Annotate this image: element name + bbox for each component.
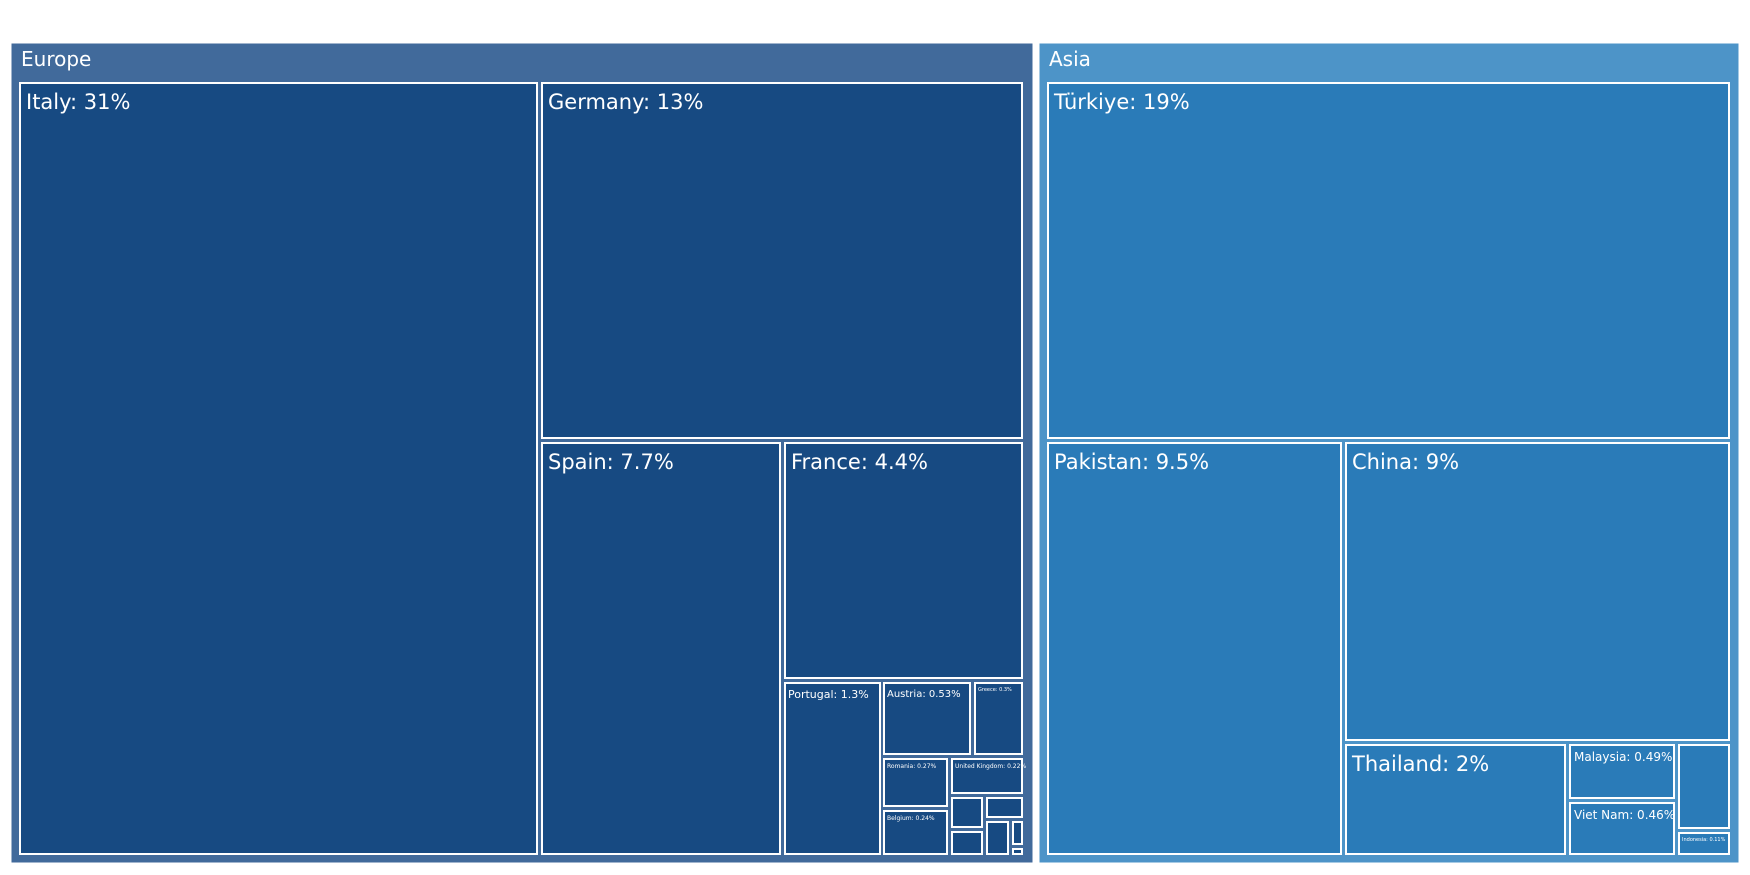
leaf-europe-france-label: France: 4.4% (791, 450, 928, 474)
leaf-europe-italy (19, 82, 538, 855)
group-asia: Asia Türkiye: 19% Pakistan: 9.5% China: 9% T… (1038, 42, 1740, 864)
group-label-europe: Europe (21, 47, 91, 71)
leaf-europe-italy-label: Italy: 31% (26, 90, 130, 114)
leaf-asia-thailand (1345, 744, 1566, 855)
leaf-europe-unlabeled-12 (951, 831, 983, 855)
leaf-europe-france (784, 442, 1023, 679)
leaf-europe-united-kingdom-label: United Kingdom: 0.22% (955, 763, 1026, 770)
leaf-europe-unlabeled-13 (986, 821, 1009, 855)
group-europe: Europe Italy: 31% Germany: 13% Spain: 7.7% F… (10, 42, 1034, 864)
leaf-asia-t-rkiye (1047, 82, 1730, 439)
leaf-asia-t-rkiye-label: Türkiye: 19% (1053, 90, 1190, 114)
leaf-europe-unlabeled-11 (986, 797, 1023, 818)
leaf-europe-germany-label: Germany: 13% (548, 90, 703, 114)
leaf-asia-china (1345, 442, 1730, 741)
leaf-asia-pakistan (1047, 442, 1342, 855)
leaf-asia-malaysia (1569, 744, 1675, 799)
leaf-europe-spain (541, 442, 781, 855)
leaf-asia-thailand-label: Thailand: 2% (1351, 752, 1489, 776)
leaf-asia-china-label: China: 9% (1352, 450, 1459, 474)
leaf-asia-indonesia (1678, 832, 1730, 855)
leaf-europe-greece-label: Greece: 0.3% (978, 687, 1012, 693)
group-label-asia: Asia (1049, 47, 1091, 71)
leaf-europe-greece (974, 682, 1023, 755)
leaf-europe-unlabeled-10 (951, 797, 983, 828)
leaf-europe-unlabeled-15 (1012, 848, 1023, 855)
leaf-europe-austria (883, 682, 971, 755)
leaf-europe-spain-label: Spain: 7.7% (548, 450, 674, 474)
leaf-asia-viet-nam-label: Viet Nam: 0.46% (1574, 808, 1675, 822)
leaf-europe-romania-label: Romania: 0.27% (887, 763, 937, 770)
leaf-europe-romania (883, 758, 948, 807)
leaf-europe-germany (541, 82, 1023, 439)
leaf-asia-indonesia-label: Indonesia: 0.11% (1682, 837, 1726, 843)
leaf-asia-pakistan-label: Pakistan: 9.5% (1054, 450, 1209, 474)
leaf-europe-portugal-label: Portugal: 1.3% (788, 688, 869, 701)
leaf-europe-austria-label: Austria: 0.53% (887, 689, 961, 700)
leaf-europe-united-kingdom (951, 758, 1023, 794)
leaf-asia-malaysia-label: Malaysia: 0.49% (1574, 750, 1672, 764)
leaf-europe-unlabeled-14 (1012, 821, 1023, 845)
leaf-europe-belgium (883, 810, 948, 855)
leaf-asia-viet-nam (1569, 802, 1675, 855)
leaf-asia-unlabeled-6 (1678, 744, 1730, 829)
leaf-europe-belgium-label: Belgium: 0.24% (887, 815, 935, 822)
leaf-europe-portugal (784, 682, 881, 855)
